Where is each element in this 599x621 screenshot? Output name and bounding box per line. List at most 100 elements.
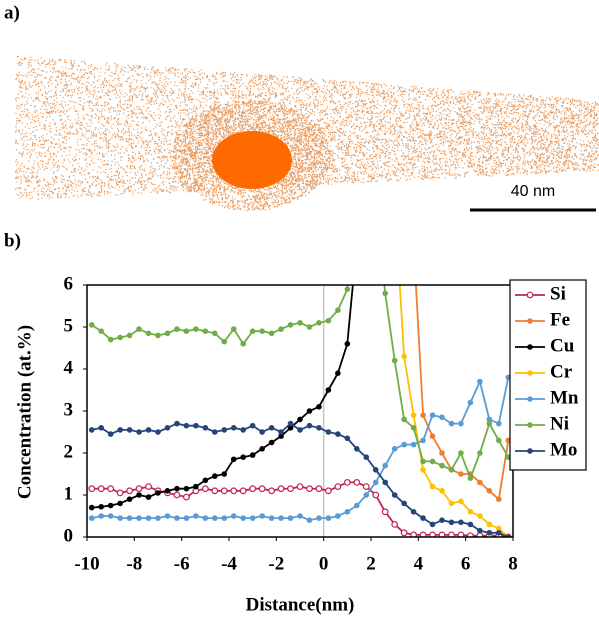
data-point	[401, 500, 407, 507]
data-point	[411, 240, 417, 246]
data-point	[448, 500, 455, 507]
data-point	[354, 502, 360, 509]
data-point	[316, 515, 322, 521]
data-point	[297, 427, 303, 433]
legend-label: Mo	[550, 439, 577, 460]
data-point	[439, 462, 445, 469]
data-point	[325, 317, 332, 324]
data-point	[202, 328, 209, 335]
data-point	[354, 446, 360, 452]
data-point	[193, 483, 199, 490]
data-point	[458, 450, 464, 456]
data-point	[183, 422, 190, 429]
data-point	[477, 378, 483, 385]
data-point	[297, 320, 303, 326]
data-point	[107, 336, 114, 343]
data-point	[439, 414, 445, 421]
panel-label: a)	[4, 2, 20, 23]
data-point	[306, 422, 313, 429]
data-point	[429, 412, 436, 419]
data-point	[496, 437, 502, 444]
data-point	[221, 471, 228, 477]
data-point	[496, 496, 502, 503]
plot-lines	[88, 198, 512, 537]
legend-marker	[527, 422, 533, 428]
data-point	[278, 515, 284, 521]
y-tick-label: 4	[64, 357, 74, 378]
data-point	[116, 489, 124, 497]
data-point	[126, 515, 133, 521]
series-line	[91, 377, 510, 522]
data-point	[145, 483, 152, 491]
data-point	[268, 515, 275, 521]
data-point	[107, 513, 114, 519]
data-point	[174, 515, 180, 521]
data-point	[420, 437, 426, 444]
data-point	[486, 416, 493, 423]
data-point	[287, 420, 294, 427]
data-point	[401, 441, 407, 448]
x-tick-label: 0	[319, 553, 329, 574]
data-point	[458, 471, 464, 477]
data-point	[287, 515, 294, 521]
data-point	[136, 515, 142, 521]
data-point	[230, 425, 237, 431]
atom-probe-image	[15, 56, 599, 212]
y-tick-label: 6	[64, 273, 74, 294]
data-point	[382, 462, 389, 469]
point-cloud	[15, 56, 599, 212]
data-point	[420, 458, 426, 465]
data-point	[372, 479, 379, 486]
data-point	[391, 492, 398, 498]
data-point	[88, 427, 95, 433]
data-point	[457, 531, 465, 537]
data-point	[429, 531, 436, 537]
legend-marker	[527, 448, 533, 454]
data-point	[448, 519, 455, 526]
data-point	[467, 399, 474, 406]
series-line	[91, 422, 509, 537]
data-point	[496, 525, 502, 532]
data-point	[306, 408, 313, 414]
x-tick-label: -6	[174, 553, 190, 574]
data-point	[164, 513, 171, 519]
data-point	[107, 502, 114, 509]
data-point	[477, 450, 483, 456]
data-point	[315, 485, 323, 493]
data-point	[401, 416, 407, 423]
legend-marker	[527, 318, 533, 324]
data-point	[249, 515, 256, 521]
data-point	[410, 509, 417, 515]
data-point	[363, 492, 370, 498]
data-point	[249, 452, 256, 458]
data-point	[334, 483, 342, 491]
x-tick-label: -2	[268, 553, 284, 574]
data-point	[296, 483, 304, 491]
data-point	[145, 427, 152, 433]
data-point	[486, 420, 493, 427]
data-point	[230, 513, 237, 519]
data-point	[88, 504, 95, 511]
data-point	[136, 429, 142, 435]
data-point	[212, 473, 218, 479]
data-point	[164, 488, 171, 494]
data-point	[344, 435, 351, 442]
data-point	[429, 521, 436, 528]
x-tick-label: -8	[126, 553, 142, 574]
legend-box	[509, 279, 587, 471]
data-point	[458, 498, 464, 505]
data-point	[381, 508, 389, 516]
series-line	[398, 285, 509, 537]
data-point	[372, 491, 380, 499]
data-point	[155, 515, 161, 521]
data-point	[240, 427, 246, 433]
data-point	[306, 485, 313, 493]
data-point	[88, 322, 95, 328]
data-point	[429, 433, 436, 440]
legend-marker	[526, 291, 534, 299]
data-point	[391, 357, 398, 364]
legend-label: Si	[550, 283, 566, 304]
data-point	[392, 198, 398, 204]
data-point	[164, 425, 171, 431]
data-point	[117, 515, 123, 521]
